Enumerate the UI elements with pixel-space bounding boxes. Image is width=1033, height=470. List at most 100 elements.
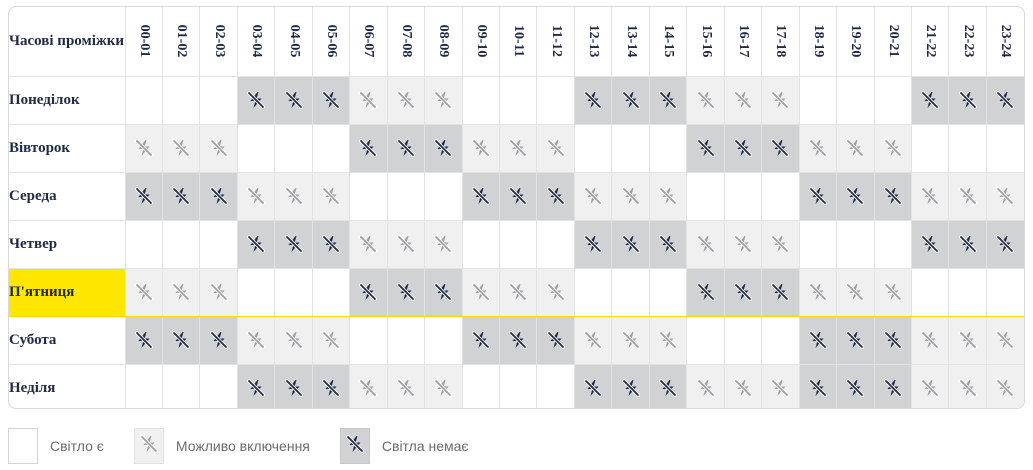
power-off-dark-icon [883,187,903,205]
hour-label: 03-04 [249,24,265,58]
slot-cell-power-on [611,123,650,173]
slot-cell-power-off [761,123,800,173]
hour-label: 09-10 [473,24,489,58]
hour-header: 11-12 [536,7,575,77]
slot-cell-power-off [274,363,313,408]
slot-cell-maybe [648,171,688,221]
power-off-gray-icon [845,139,865,157]
slot-cell-power-off [985,75,1024,125]
power-off-dark-icon [284,91,304,109]
slot-cell-power-off [911,75,950,125]
power-off-dark-icon [733,139,753,157]
power-off-gray-icon [770,91,790,109]
legend-swatch-power-on [8,428,38,464]
power-off-gray-icon [958,187,978,205]
slot-cell-power-off [761,267,800,317]
power-off-gray-icon [808,283,828,301]
power-off-gray-icon [958,331,978,349]
slot-cell-maybe [873,123,913,173]
power-off-gray-icon [209,139,229,157]
slot-cell-maybe [761,75,800,125]
slot-cell-power-on [723,315,763,365]
power-off-dark-icon [920,91,940,109]
hour-label: 12-13 [586,24,602,58]
power-off-gray-icon [246,331,266,349]
hour-header: 22-23 [948,7,987,77]
power-off-dark-icon [621,91,641,109]
day-row: Четвер [9,219,1024,269]
power-off-gray-icon [471,139,491,157]
slot-cell-power-on [424,171,463,221]
slot-cell-power-off [161,315,201,365]
power-off-gray-icon [171,283,191,301]
slot-cell-power-on [611,267,650,317]
hour-label: 01-02 [174,24,190,58]
power-off-gray-icon [134,139,154,157]
slot-cell-power-off [349,123,388,173]
hour-label: 23-24 [998,24,1014,58]
slot-cell-power-off [349,267,388,317]
slot-cell-power-off [798,363,838,408]
hour-header: 02-03 [199,7,238,77]
slot-cell-maybe [424,219,463,269]
slot-cell-power-on [536,75,575,125]
day-row: Понеділок [9,75,1024,125]
power-off-dark-icon [808,331,828,349]
slot-cell-power-off [798,171,838,221]
slot-cell-maybe [461,123,501,173]
slot-cell-maybe [236,171,276,221]
power-off-dark-icon [920,235,940,253]
hour-header: 20-21 [873,7,913,77]
legend-item-maybe: Можливо включення [133,428,310,464]
slot-cell-power-off [836,171,875,221]
slot-cell-maybe [985,171,1024,221]
slot-cell-power-off [573,363,613,408]
power-off-dark-icon [508,187,528,205]
slot-cell-maybe [911,363,950,408]
hour-label: 02-03 [211,24,227,58]
slot-cell-power-on [985,267,1024,317]
power-off-gray-icon [920,331,940,349]
slot-cell-maybe [536,123,575,173]
power-off-dark-icon [358,139,378,157]
power-off-gray-icon [995,187,1015,205]
hour-label: 13-14 [623,24,639,58]
slot-cell-power-on [648,123,688,173]
slot-cell-power-off [873,363,913,408]
slot-cell-maybe [798,123,838,173]
slot-cell-power-off [274,75,313,125]
schedule-table: Часові проміжки 00-01 01-02 02-03 03-04 04-0… [9,7,1024,408]
hour-header: 08-09 [424,7,463,77]
power-off-gray-icon [920,187,940,205]
power-off-dark-icon [845,379,865,398]
day-row: Вівторок [9,123,1024,173]
slot-cell-maybe [124,123,163,173]
power-off-dark-icon [396,139,416,157]
slot-cell-power-on [985,123,1024,173]
slot-cell-maybe [386,219,426,269]
slot-cell-power-on [461,219,501,269]
slot-cell-power-on [798,219,838,269]
power-off-gray-icon [958,379,978,398]
day-label: Субота [9,315,126,365]
slot-cell-power-off [199,171,238,221]
power-off-gray-icon [583,331,603,349]
slot-cell-power-on [873,75,913,125]
power-off-dark-icon [134,187,154,205]
slot-cell-power-on [536,219,575,269]
slot-cell-maybe [424,363,463,408]
slot-cell-power-off [686,267,725,317]
slot-cell-power-on [573,123,613,173]
slot-cell-power-on [124,75,163,125]
power-off-gray-icon [696,91,716,109]
power-off-dark-icon [134,331,154,349]
slot-cell-power-off [424,123,463,173]
slot-cell-maybe [798,267,838,317]
slot-cell-power-on [573,267,613,317]
day-row: Середа [9,171,1024,221]
power-off-dark-icon [321,235,341,253]
power-off-dark-icon [845,187,865,205]
power-off-gray-icon [246,187,266,205]
power-off-gray-icon [546,283,566,301]
slot-cell-power-off [948,75,987,125]
